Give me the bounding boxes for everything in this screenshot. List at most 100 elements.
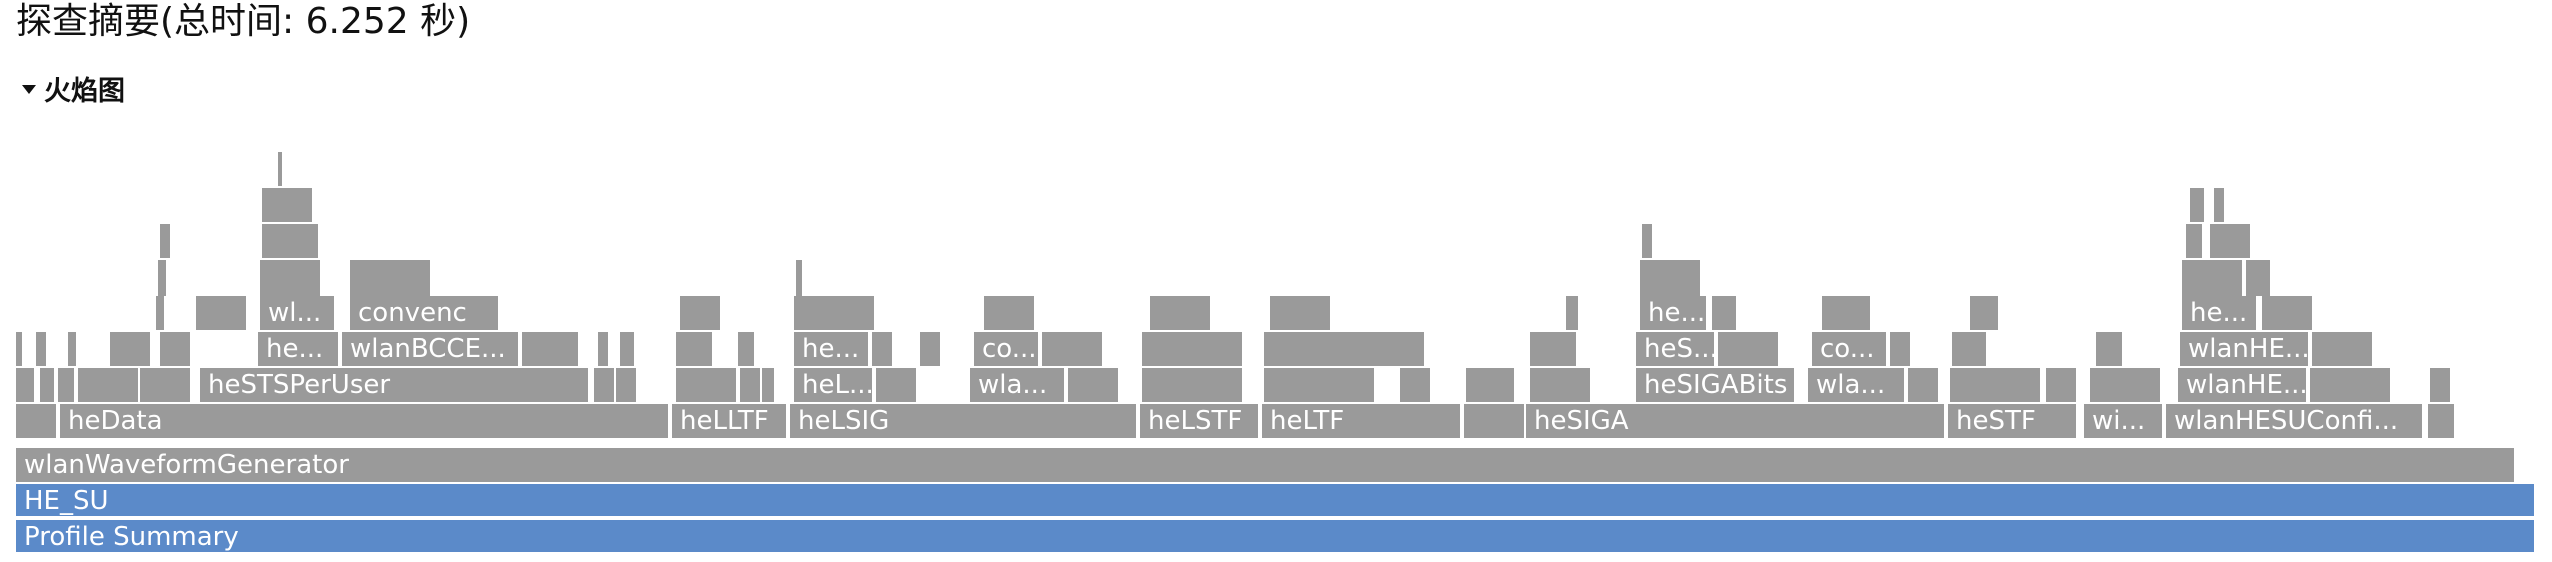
flame-frame[interactable]: [110, 332, 151, 366]
flame-frame[interactable]: [1142, 332, 1243, 366]
flame-frame[interactable]: [16, 332, 23, 366]
frame-heLLTF[interactable]: heLLTF: [672, 404, 788, 438]
flame-frame[interactable]: [1822, 296, 1871, 330]
frame-co-2[interactable]: co...: [1812, 332, 1888, 366]
flame-frame[interactable]: [2186, 224, 2203, 258]
frame-heSIGABits[interactable]: heSIGABits: [1636, 368, 1796, 402]
flame-frame[interactable]: [2214, 188, 2225, 222]
flame-frame[interactable]: [160, 224, 171, 258]
flame-frame[interactable]: [260, 260, 321, 296]
flame-frame[interactable]: [1642, 224, 1653, 258]
flame-frame[interactable]: [350, 260, 431, 296]
flame-frame[interactable]: [1970, 296, 1999, 330]
flame-frame[interactable]: [2190, 188, 2205, 222]
flame-frame[interactable]: [2096, 332, 2123, 366]
flame-frame[interactable]: [2182, 260, 2243, 296]
frame-wla-2[interactable]: wla...: [1808, 368, 1906, 402]
flame-frame[interactable]: [738, 332, 755, 366]
flame-frame[interactable]: [876, 368, 917, 402]
flame-frame[interactable]: [2310, 368, 2391, 402]
flame-frame[interactable]: [2262, 296, 2313, 330]
frame-he-1[interactable]: he...: [258, 332, 340, 366]
frame-he-2[interactable]: he...: [794, 332, 870, 366]
flame-frame[interactable]: [794, 296, 875, 330]
flame-frame[interactable]: [262, 188, 313, 222]
flame-frame[interactable]: [2210, 224, 2251, 258]
flame-frame[interactable]: [1068, 368, 1119, 402]
flame-frame[interactable]: [1640, 260, 1701, 296]
flame-frame[interactable]: [156, 296, 165, 330]
flame-frame[interactable]: [872, 332, 893, 366]
flame-frame[interactable]: [1566, 296, 1579, 330]
flame-frame[interactable]: [58, 368, 75, 402]
flame-frame[interactable]: [740, 368, 761, 402]
frame-heSTF[interactable]: heSTF: [1948, 404, 2078, 438]
flame-frame[interactable]: [1384, 332, 1425, 366]
flame-frame[interactable]: [16, 404, 57, 438]
flame-frame[interactable]: [680, 296, 721, 330]
frame-wl[interactable]: wl...: [260, 296, 336, 330]
flame-frame[interactable]: [68, 332, 77, 366]
flame-frame[interactable]: [620, 332, 635, 366]
flame-frame[interactable]: [598, 332, 609, 366]
frame-wlanBCCE[interactable]: wlanBCCE...: [342, 332, 520, 366]
flame-frame[interactable]: [262, 224, 319, 258]
flame-frame[interactable]: [1950, 368, 2041, 402]
frame-heL[interactable]: heL...: [794, 368, 874, 402]
flame-frame[interactable]: [160, 332, 191, 366]
frame-heData[interactable]: heData: [60, 404, 670, 438]
frame-wlanHESUConfig[interactable]: wlanHESUConfi...: [2166, 404, 2424, 438]
flame-frame[interactable]: [36, 332, 47, 366]
frame-he-su[interactable]: HE_SU: [16, 484, 2536, 518]
frame-heS[interactable]: heS...: [1636, 332, 1716, 366]
flame-frame[interactable]: [2428, 404, 2455, 438]
frame-wlanwaveformgenerator[interactable]: wlanWaveformGenerator: [16, 448, 2516, 482]
flame-frame[interactable]: [2246, 260, 2271, 296]
flame-frame[interactable]: [676, 332, 713, 366]
flame-frame[interactable]: [522, 332, 579, 366]
frame-wlanHE-2[interactable]: wlanHE...: [2180, 332, 2310, 366]
flame-frame[interactable]: [1270, 296, 1331, 330]
flame-frame[interactable]: [196, 296, 247, 330]
frame-he-4[interactable]: he...: [2182, 296, 2258, 330]
flame-frame[interactable]: [1464, 404, 1525, 438]
flame-frame[interactable]: [2430, 368, 2451, 402]
flame-frame[interactable]: [1908, 368, 1939, 402]
flame-frame[interactable]: [158, 260, 167, 296]
frame-co-1[interactable]: co...: [974, 332, 1040, 366]
frame-heLSTF[interactable]: heLSTF: [1140, 404, 1260, 438]
flame-frame[interactable]: [676, 368, 737, 402]
flame-frame[interactable]: [1042, 332, 1103, 366]
flame-frame[interactable]: [1556, 332, 1577, 366]
flame-frame[interactable]: [762, 368, 775, 402]
flame-frame[interactable]: [1264, 332, 1385, 366]
frame-wlanHE-1[interactable]: wlanHE...: [2178, 368, 2308, 402]
flame-frame[interactable]: [984, 296, 1035, 330]
flame-frame[interactable]: [1142, 368, 1243, 402]
frame-heSTSPerUser[interactable]: heSTSPerUser: [200, 368, 590, 402]
flame-frame[interactable]: [16, 368, 35, 402]
flame-frame[interactable]: [796, 260, 803, 296]
flame-frame[interactable]: [2312, 332, 2373, 366]
frame-he-3[interactable]: he...: [1640, 296, 1708, 330]
flame-frame[interactable]: [2090, 368, 2161, 402]
frame-heSIGA[interactable]: heSIGA: [1526, 404, 1946, 438]
flame-frame[interactable]: [2046, 368, 2077, 402]
flame-frame[interactable]: [1466, 368, 1515, 402]
frame-heLTF[interactable]: heLTF: [1262, 404, 1462, 438]
flame-frame[interactable]: [1952, 332, 1987, 366]
flame-frame[interactable]: [278, 152, 283, 186]
flame-frame[interactable]: [594, 368, 615, 402]
flame-frame[interactable]: [78, 368, 139, 402]
frame-wla-1[interactable]: wla...: [970, 368, 1066, 402]
flame-frame[interactable]: [40, 368, 55, 402]
frame-profile-summary[interactable]: Profile Summary: [16, 520, 2536, 554]
frame-wi[interactable]: wi...: [2084, 404, 2164, 438]
flame-frame[interactable]: [140, 368, 191, 402]
flame-frame[interactable]: [1712, 296, 1737, 330]
flame-graph-section-toggle[interactable]: 火焰图: [22, 70, 125, 107]
frame-convenc[interactable]: convenc: [350, 296, 500, 330]
flame-frame[interactable]: [1400, 368, 1431, 402]
flame-frame[interactable]: [1150, 296, 1211, 330]
flame-frame[interactable]: [616, 368, 637, 402]
